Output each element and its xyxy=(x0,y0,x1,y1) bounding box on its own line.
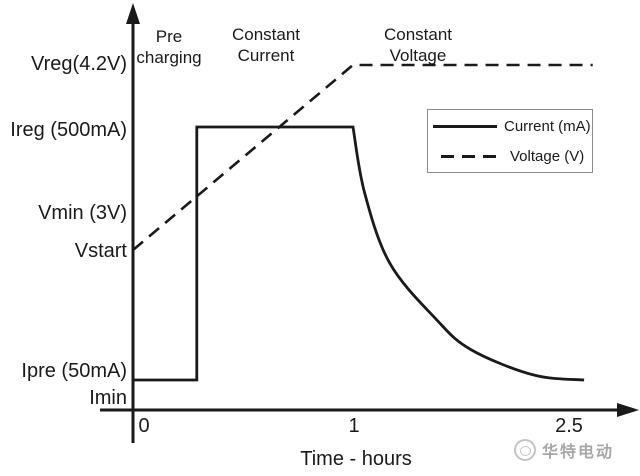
x-tick-2-5: 2.5 xyxy=(555,415,583,437)
y-axis-label-ipre: Ipre (50mA) xyxy=(21,360,127,382)
x-tick-0: 0 xyxy=(138,415,150,437)
current-curve xyxy=(133,125,585,382)
legend-solid-line-swatch xyxy=(433,124,497,128)
watermark: 华特电动 xyxy=(514,438,614,462)
y-axis-label-vreg: Vreg(4.2V) xyxy=(31,53,127,75)
x-tick-1: 1 xyxy=(348,415,360,437)
legend-dashed-line-swatch xyxy=(441,154,503,158)
x-axis-title: Time - hours xyxy=(300,448,412,470)
legend-row-current: Current (mA) xyxy=(433,118,592,135)
y-axis-arrow-icon xyxy=(126,3,140,24)
voltage-curve xyxy=(132,63,593,251)
y-axis-label-ireg: Ireg (500mA) xyxy=(10,119,127,141)
y-axis-label-vstart: Vstart xyxy=(74,240,127,262)
y-axis-label-vmin: Vmin (3V) xyxy=(38,202,127,224)
watermark-logo-icon xyxy=(514,439,536,461)
legend-row-voltage: Voltage (V) xyxy=(433,148,592,165)
legend-label-voltage: Voltage (V) xyxy=(510,147,585,165)
y-axis-label-imin: Imin xyxy=(89,387,127,409)
x-axis-arrow-icon xyxy=(617,403,639,417)
phase-label-pre-charging: Pre charging xyxy=(136,27,202,67)
phase-label-constant-voltage: Constant Voltage xyxy=(383,25,453,65)
legend: Current (mA) Voltage (V) xyxy=(427,109,593,173)
watermark-text: 华特电动 xyxy=(542,444,615,461)
phase-label-constant-current: Constant Current xyxy=(231,25,301,65)
legend-label-current: Current (mA) xyxy=(504,117,591,135)
